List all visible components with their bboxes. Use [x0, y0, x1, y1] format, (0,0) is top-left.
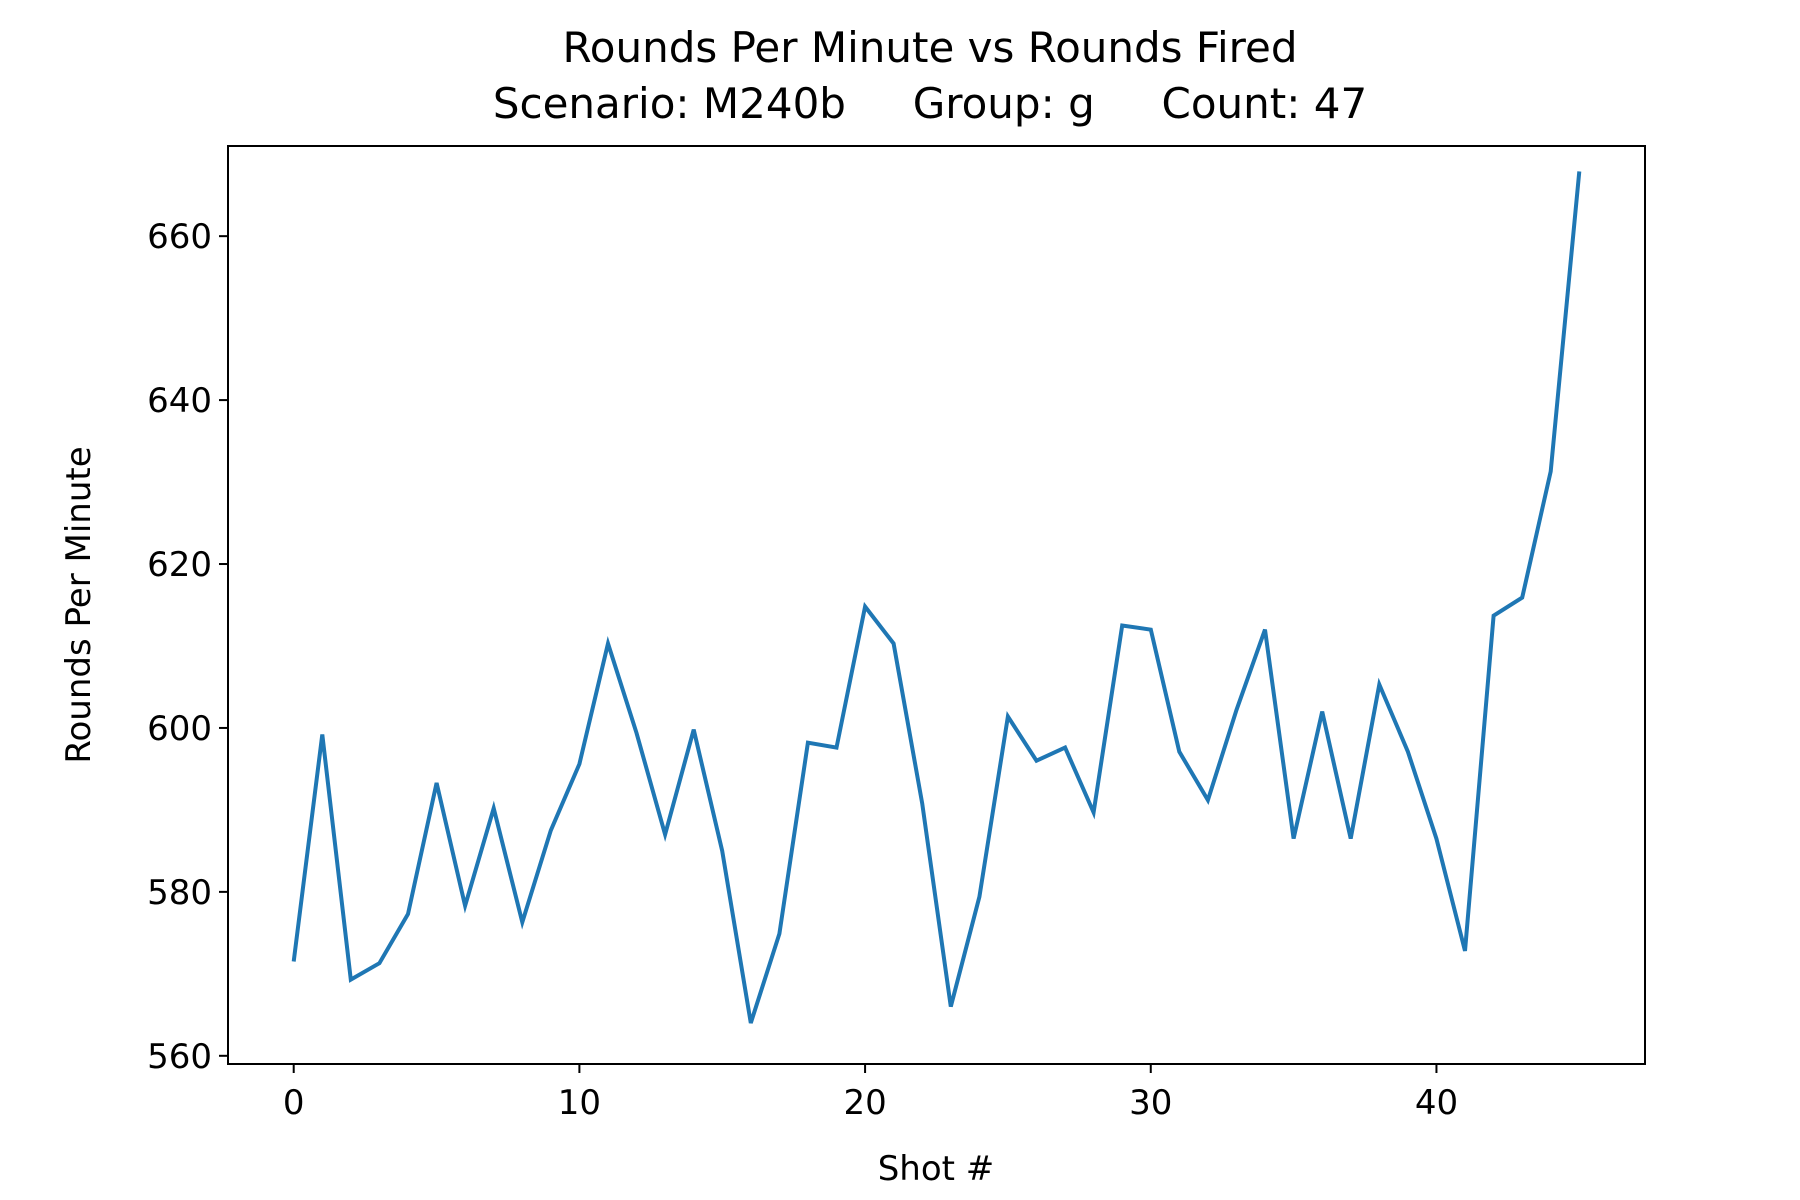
y-tick-label: 620 — [147, 545, 212, 585]
y-axis-label: Rounds Per Minute — [59, 446, 99, 763]
y-tick-label: 660 — [147, 217, 212, 257]
x-tick-label: 10 — [558, 1083, 601, 1123]
plot-area-frame — [227, 145, 1646, 1065]
y-tick-label: 580 — [147, 873, 212, 913]
chart-subtitle: Scenario: M240b Group: g Count: 47 — [493, 79, 1367, 128]
x-axis: 0 10 20 30 40 — [283, 1064, 1458, 1123]
y-tick-label: 640 — [147, 381, 212, 421]
series-line — [291, 171, 1582, 1024]
x-tick-label: 40 — [1415, 1083, 1458, 1123]
chart-title: Rounds Per Minute vs Rounds Fired — [562, 23, 1297, 72]
x-tick-label: 20 — [843, 1083, 886, 1123]
x-tick-label: 30 — [1129, 1083, 1172, 1123]
y-axis: 560 580 600 620 640 660 — [147, 217, 228, 1077]
series-layer — [291, 171, 1582, 1024]
x-axis-label: Shot # — [878, 1149, 995, 1189]
y-tick-label: 560 — [147, 1037, 212, 1077]
x-tick-label: 0 — [283, 1083, 305, 1123]
y-tick-label: 600 — [147, 709, 212, 749]
